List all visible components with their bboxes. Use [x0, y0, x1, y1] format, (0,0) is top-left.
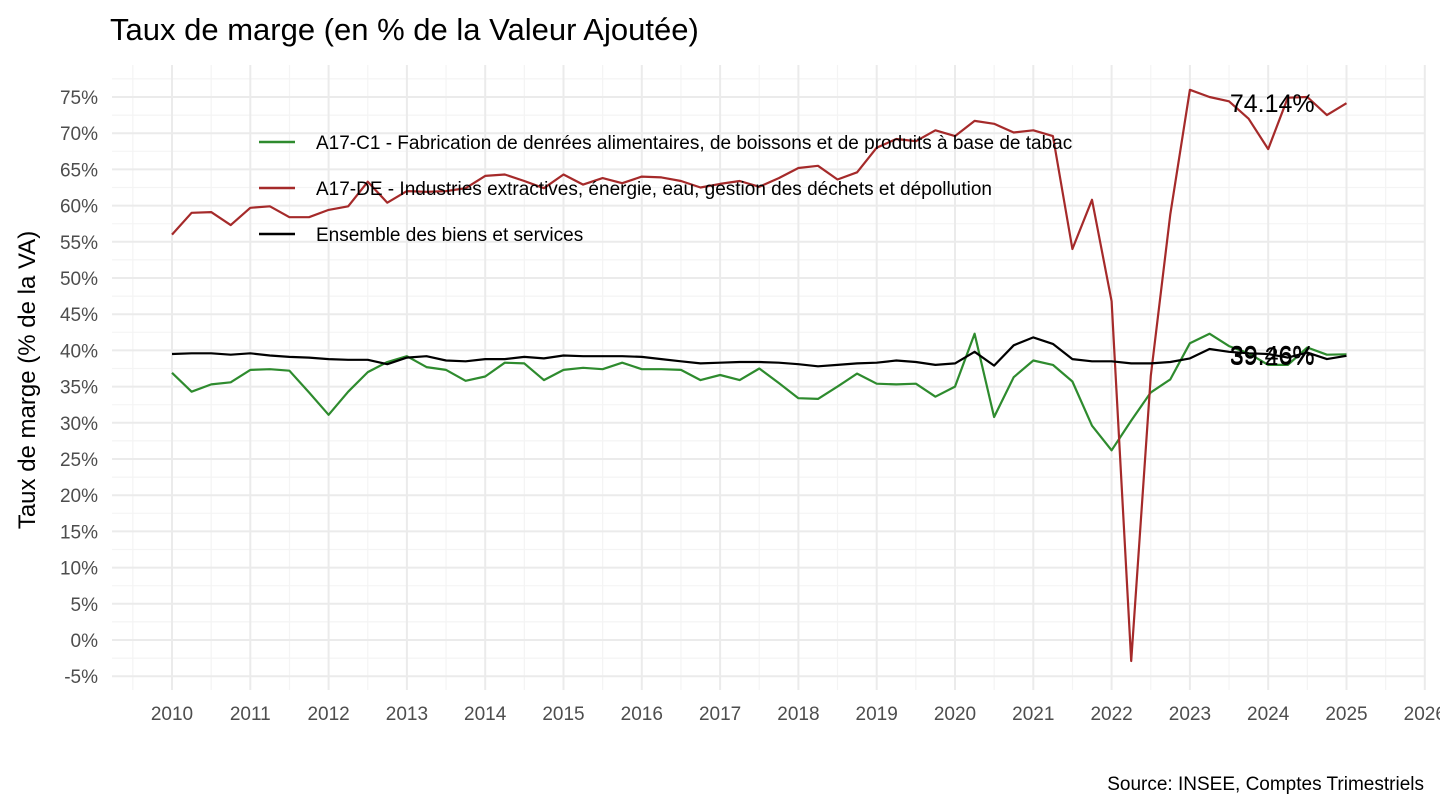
y-tick-label: 20%: [60, 486, 98, 507]
series-line-2: [171, 336, 1347, 368]
annotation-label-2: 39.26%: [1230, 343, 1315, 371]
y-tick-label: 35%: [60, 378, 98, 399]
chart-title: Taux de marge (en % de la Valeur Ajoutée…: [110, 12, 699, 47]
x-tick-label: 2017: [699, 704, 741, 725]
x-tick-label: 2018: [777, 704, 819, 725]
x-tick-label: 2015: [542, 704, 584, 725]
y-tick-label: 55%: [60, 233, 98, 254]
annotation-label-0: 74.14%: [1230, 90, 1315, 118]
y-tick-label: 65%: [60, 160, 98, 181]
y-tick-label: 10%: [60, 559, 98, 580]
x-tick-label: 2024: [1247, 704, 1290, 725]
y-tick-label: 0%: [71, 631, 99, 652]
x-tick-label: 2010: [151, 704, 193, 725]
y-axis-title: Taux de marge (% de la VA): [14, 231, 41, 529]
caption: Source: INSEE, Comptes Trimestriels: [1107, 774, 1424, 795]
x-tick-label: 2013: [386, 704, 428, 725]
y-tick-label: 25%: [60, 450, 98, 471]
x-tick-label: 2026: [1404, 704, 1440, 725]
y-tick-label: 30%: [60, 414, 98, 435]
legend-label-2: Ensemble des biens et services: [316, 225, 583, 246]
x-tick-label: 2016: [621, 704, 663, 725]
legend: A17-C1 - Fabrication de denrées alimenta…: [259, 133, 1072, 246]
annotation-label-1: 39.46%: [1230, 341, 1315, 369]
x-tick-label: 2012: [307, 704, 349, 725]
x-axis-ticks: 2010 2011 2012 2013 2014 2015 2016 2017 2018 2019…: [151, 704, 1440, 725]
x-tick-label: 2021: [1012, 704, 1054, 725]
annotations: 74.14% 39.46%39.26%: [1230, 90, 1315, 371]
x-tick-label: 2011: [230, 704, 271, 725]
x-tick-label: 2025: [1325, 704, 1367, 725]
y-axis-ticks: -5% 0% 5% 10% 15% 20% 25% 30% 35% 40% 45% 50% 55% 60%…: [60, 88, 98, 688]
grid: [112, 65, 1426, 690]
y-tick-label: 15%: [60, 522, 98, 543]
x-tick-label: 2014: [464, 704, 507, 725]
series-line-1: [171, 88, 1348, 663]
legend-label-1: A17-DE - Industries extractives, énergie…: [316, 179, 992, 200]
y-tick-label: -5%: [64, 667, 98, 688]
x-tick-label: 2019: [856, 704, 898, 725]
y-tick-label: 70%: [60, 124, 98, 145]
legend-label-0: A17-C1 - Fabrication de denrées alimenta…: [316, 133, 1072, 154]
series-lines: [171, 88, 1348, 663]
series-line-0: [171, 332, 1347, 452]
x-tick-label: 2022: [1090, 704, 1132, 725]
y-tick-label: 45%: [60, 305, 98, 326]
y-tick-label: 5%: [71, 595, 99, 616]
x-tick-label: 2020: [934, 704, 976, 725]
y-tick-label: 40%: [60, 341, 98, 362]
y-tick-label: 60%: [60, 197, 98, 218]
y-tick-label: 75%: [60, 88, 98, 109]
y-tick-label: 50%: [60, 269, 98, 290]
x-tick-label: 2023: [1169, 704, 1211, 725]
